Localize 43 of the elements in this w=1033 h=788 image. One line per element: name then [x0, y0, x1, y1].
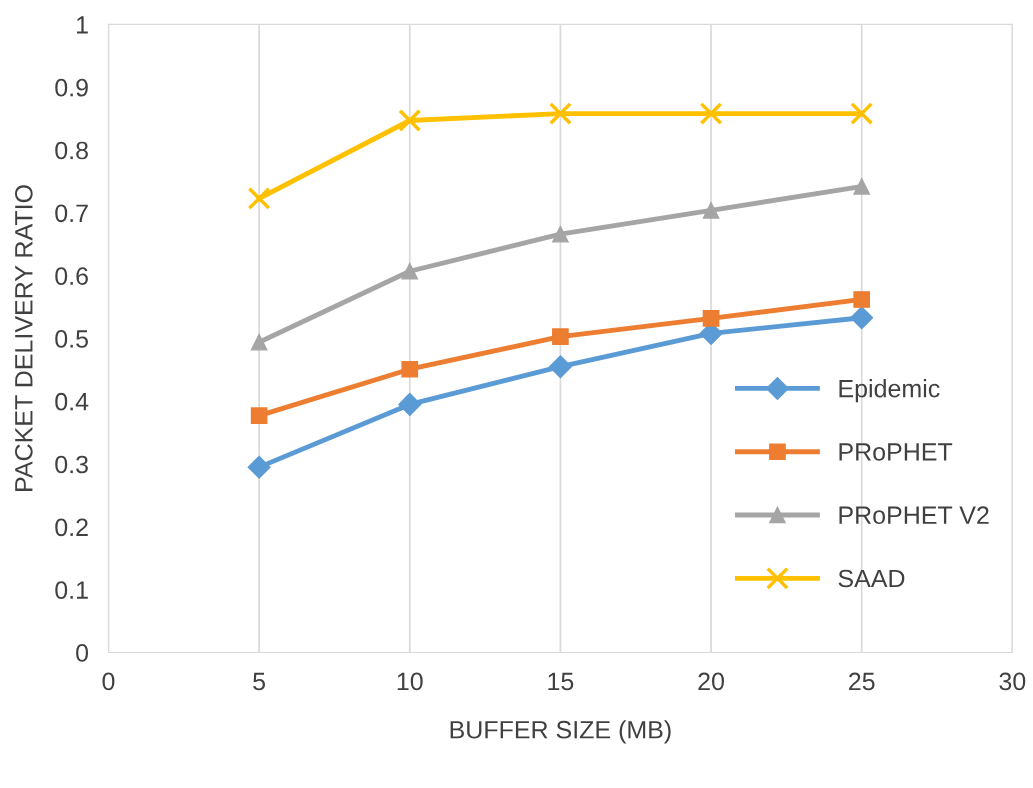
y-tick-label: 0 [76, 644, 89, 662]
point [702, 201, 720, 219]
point [250, 407, 268, 425]
point [548, 355, 572, 379]
x-tick-label: 10 [397, 672, 423, 691]
x-tick-label: 30 [999, 672, 1026, 691]
point [702, 310, 720, 327]
y-tick-label: 0.4 [55, 392, 89, 411]
y-tick-label: 1 [77, 16, 88, 34]
x-tick-label: 0 [102, 672, 115, 691]
y-axis-title: PACKET DELIVERY RATIO [14, 185, 33, 491]
point [548, 102, 572, 126]
point [699, 102, 723, 126]
point [247, 455, 271, 479]
legend-label: PRoPHET V2 [839, 506, 989, 525]
point [850, 306, 874, 330]
legend-label: Epidemic [839, 379, 940, 403]
x-tick-label: 25 [849, 672, 875, 691]
point [850, 102, 874, 126]
x-tick-label: 20 [698, 672, 724, 691]
point [853, 178, 871, 195]
x-tick-label: 5 [253, 672, 266, 691]
y-tick-label: 0.1 [55, 581, 88, 599]
point [398, 109, 422, 132]
y-tick-label: 0.3 [55, 455, 88, 474]
y-tick-label: 0.5 [55, 330, 88, 348]
point [247, 186, 271, 210]
legend-label: PRoPHET [839, 443, 953, 461]
point [552, 328, 569, 345]
point [401, 262, 419, 280]
y-tick-label: 0.8 [55, 141, 88, 160]
y-tick-label: 0.7 [55, 204, 88, 223]
point [401, 360, 419, 378]
y-tick-label: 0.6 [55, 267, 88, 285]
y-tick-label: 0.2 [55, 518, 88, 537]
point [552, 225, 569, 243]
x-tick-label: 15 [548, 672, 574, 691]
point [398, 392, 422, 416]
legend-label: SAAD [838, 569, 905, 588]
y-tick-label: 0.9 [55, 78, 88, 97]
x-axis-title: BUFFER SIZE (MB) [450, 720, 671, 744]
point [853, 291, 871, 308]
point [250, 333, 268, 351]
